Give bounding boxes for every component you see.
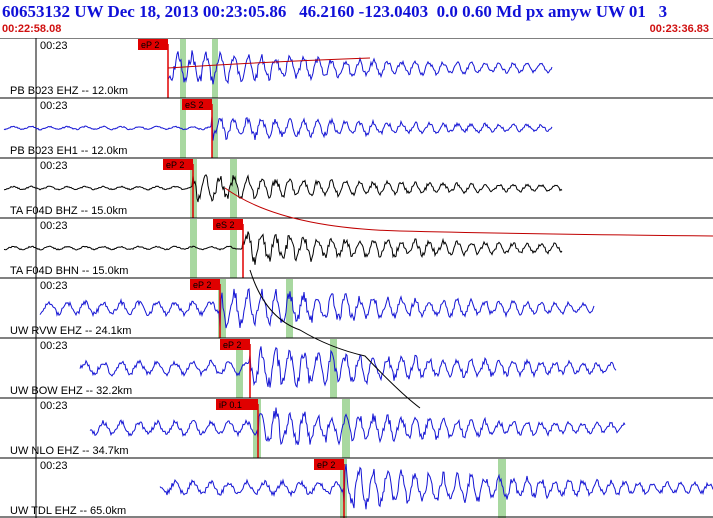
waveform-trace[interactable] (159, 464, 713, 510)
waveform-trace[interactable] (89, 407, 626, 446)
phase-pick-flag[interactable] (314, 459, 344, 470)
coda-decay-curve (224, 187, 713, 237)
time-tick-label: 00:23 (40, 460, 68, 472)
phase-pick-flag[interactable] (190, 279, 220, 290)
s-window-band (342, 399, 350, 458)
phase-pick-label: eS 2 (185, 100, 204, 110)
seismogram-panel[interactable]: 00:23 eP 2 PB B023 EHZ -- 12.0km 00:23 eS 2 P… (0, 38, 713, 518)
s-window-band (286, 279, 293, 338)
p-window-band (180, 39, 186, 98)
time-tick-label: 00:23 (40, 40, 68, 52)
waveform-trace[interactable] (79, 346, 617, 388)
p-window-band (190, 219, 197, 278)
phase-pick-flag[interactable] (138, 39, 168, 50)
waveform-trace[interactable] (167, 50, 553, 85)
event-title: 60653132 UW Dec 18, 2013 00:23:05.86 46.… (2, 2, 668, 21)
p-window-band (236, 339, 243, 398)
station-label: PB B023 EH1 -- 12.0km (10, 145, 127, 157)
waveform-trace[interactable] (3, 231, 563, 265)
station-label: PB B023 EHZ -- 12.0km (10, 85, 128, 97)
coda-decay-curve (167, 57, 371, 69)
time-tick-label: 00:23 (40, 400, 68, 412)
waveform-trace[interactable] (39, 287, 595, 329)
s-window-band (230, 159, 237, 218)
time-tick-label: 00:23 (40, 160, 68, 172)
trace-panel[interactable]: 00:23 eP 2 UW RVW EHZ -- 24.1km (0, 277, 713, 338)
phase-pick-label: iP 0.1 (219, 400, 242, 410)
station-label: TA F04D BHZ -- 15.0km (10, 205, 127, 217)
station-label: TA F04D BHN -- 15.0km (10, 265, 128, 277)
phase-pick-label: eP 2 (141, 40, 159, 50)
s-window-band (498, 459, 506, 518)
phase-pick-label: eP 2 (317, 460, 335, 470)
trace-panel[interactable]: 00:23 iP 0.1 UW NLO EHZ -- 34.7km (0, 397, 713, 458)
p-window-band (218, 279, 226, 338)
station-label: UW TDL EHZ -- 65.0km (10, 505, 126, 517)
phase-pick-label: eP 2 (166, 160, 184, 170)
trace-panel[interactable]: 00:23 eS 2 PB B023 EH1 -- 12.0km (0, 97, 713, 158)
station-label: UW NLO EHZ -- 34.7km (10, 445, 129, 457)
phase-pick-label: eS 2 (216, 220, 235, 230)
time-tick-label: 00:23 (40, 280, 68, 292)
start-time-label: 00:22:58.08 (2, 23, 62, 35)
phase-pick-flag[interactable] (182, 99, 212, 110)
time-tick-label: 00:23 (40, 340, 68, 352)
header-bar: 60653132 UW Dec 18, 2013 00:23:05.86 46.… (0, 0, 713, 38)
time-tick-label: 00:23 (40, 100, 68, 112)
phase-pick-label: eP 2 (223, 340, 241, 350)
end-time-label: 00:23:36.83 (649, 23, 709, 35)
p-window-band (180, 99, 186, 158)
trace-panel[interactable]: 00:23 eS 2 TA F04D BHN -- 15.0km (0, 217, 713, 278)
station-label: UW BOW EHZ -- 32.2km (10, 385, 132, 397)
trace-panel[interactable]: 00:23 eP 2 UW BOW EHZ -- 32.2km (0, 337, 713, 398)
phase-pick-label: eP 2 (193, 280, 211, 290)
trace-panel[interactable]: 00:23 eP 2 PB B023 EHZ -- 12.0km (0, 38, 713, 98)
p-window-band (253, 399, 261, 458)
phase-pick-flag[interactable] (216, 399, 258, 410)
trace-panel[interactable]: 00:23 eP 2 UW TDL EHZ -- 65.0km (0, 457, 713, 518)
waveform-trace[interactable] (3, 174, 563, 203)
s-window-band (212, 99, 218, 158)
time-tick-label: 00:23 (40, 220, 68, 232)
travel-time-curve (249, 269, 421, 409)
s-window-band (212, 39, 218, 98)
phase-pick-flag[interactable] (213, 219, 243, 230)
trace-panel[interactable]: 00:23 eP 2 TA F04D BHZ -- 15.0km (0, 157, 713, 218)
s-window-band (330, 339, 337, 398)
waveform-trace[interactable] (3, 116, 553, 141)
phase-pick-flag[interactable] (220, 339, 250, 350)
station-label: UW RVW EHZ -- 24.1km (10, 325, 131, 337)
phase-pick-flag[interactable] (163, 159, 193, 170)
